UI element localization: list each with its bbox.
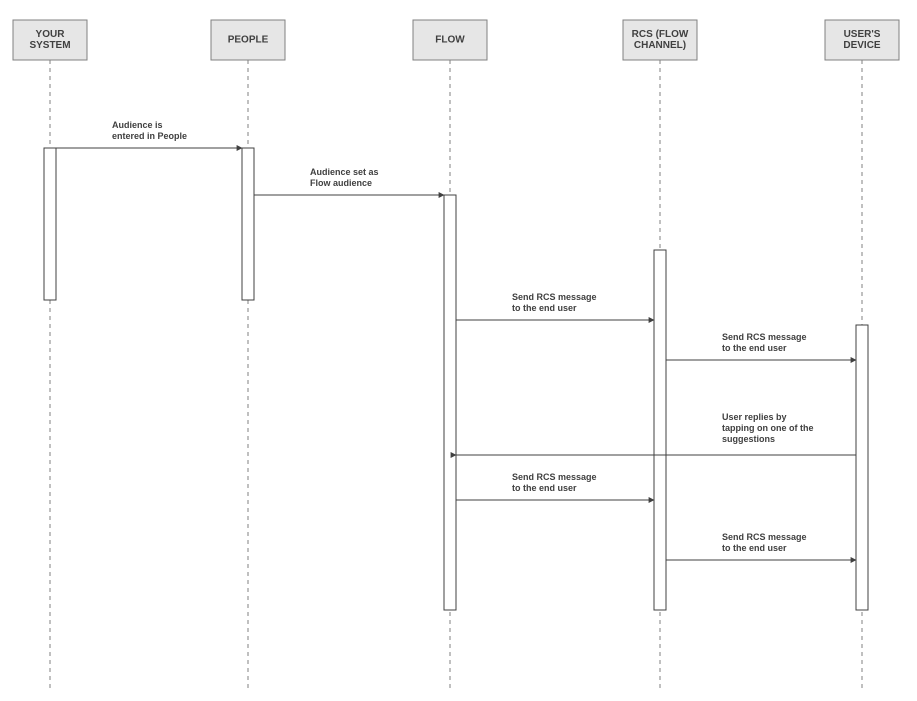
message-label: suggestions: [722, 434, 775, 444]
activation-device: [856, 325, 868, 610]
participant-label-your_system: YOUR: [36, 29, 66, 40]
message-label: Send RCS message: [512, 292, 597, 302]
message-label: Audience set as: [310, 167, 379, 177]
message-label: User replies by: [722, 412, 787, 422]
participant-label-your_system: SYSTEM: [29, 40, 70, 51]
message-label: tapping on one of the: [722, 423, 814, 433]
participant-label-rcs: CHANNEL): [634, 40, 686, 51]
participant-label-rcs: RCS (FLOW: [632, 29, 689, 40]
activation-flow: [444, 195, 456, 610]
message-label: Send RCS message: [722, 332, 807, 342]
message-label: to the end user: [512, 483, 577, 493]
message-label: Send RCS message: [512, 472, 597, 482]
participant-label-people: PEOPLE: [228, 35, 269, 46]
activation-rcs: [654, 250, 666, 610]
message-label: to the end user: [722, 543, 787, 553]
message-label: Audience is: [112, 120, 163, 130]
activation-people: [242, 148, 254, 300]
message-label: to the end user: [722, 343, 787, 353]
participant-label-device: DEVICE: [843, 40, 881, 51]
sequence-diagram: YOURSYSTEM PEOPLE FLOW RCS (FLOWCHANNEL) USE…: [0, 0, 917, 701]
participant-label-device: USER'S: [844, 29, 881, 40]
message-label: Flow audience: [310, 178, 372, 188]
message-label: Send RCS message: [722, 532, 807, 542]
message-label: to the end user: [512, 303, 577, 313]
participant-label-flow: FLOW: [435, 35, 465, 46]
message-label: entered in People: [112, 131, 187, 141]
activation-your_system: [44, 148, 56, 300]
